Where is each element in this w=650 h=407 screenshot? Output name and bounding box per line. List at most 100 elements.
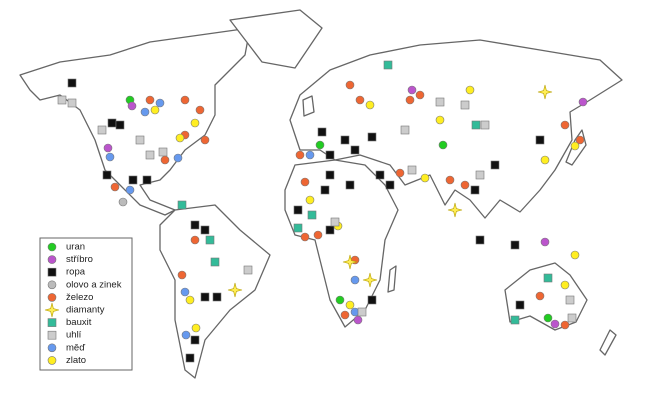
marker [567, 313, 577, 323]
legend-symbol [47, 343, 57, 353]
marker [150, 105, 160, 115]
marker [570, 250, 580, 260]
marker [97, 125, 107, 135]
marker [107, 118, 117, 128]
marker [181, 330, 191, 340]
legend-label: uran [66, 242, 85, 253]
marker [67, 78, 77, 88]
marker [345, 80, 355, 90]
marker [173, 153, 183, 163]
marker [185, 295, 195, 305]
marker [200, 135, 210, 145]
marker [540, 237, 550, 247]
marker [470, 185, 480, 195]
marker [145, 150, 155, 160]
marker [305, 195, 315, 205]
marker [407, 165, 417, 175]
marker [190, 118, 200, 128]
marker [155, 98, 165, 108]
marker [367, 132, 377, 142]
legend-label: zlato [66, 355, 86, 366]
legend-label: ropa [66, 267, 86, 278]
marker [190, 235, 200, 245]
marker [435, 97, 445, 107]
marker [550, 319, 560, 329]
new-zealand [599, 329, 617, 356]
marker [293, 223, 303, 233]
marker [415, 90, 425, 100]
marker [110, 182, 120, 192]
marker [438, 140, 448, 150]
marker [560, 320, 570, 330]
south-america [159, 204, 271, 379]
marker [295, 150, 305, 160]
marker [115, 120, 125, 130]
marker [342, 254, 358, 270]
marker [300, 232, 310, 242]
marker [125, 185, 135, 195]
marker [212, 292, 222, 302]
marker [353, 315, 363, 325]
marker [175, 133, 185, 143]
legend-symbol [47, 242, 57, 252]
marker [340, 310, 350, 320]
marker [140, 107, 150, 117]
marker [350, 275, 360, 285]
legend-label: uhlí [66, 330, 82, 341]
greenland [229, 9, 323, 69]
marker [330, 217, 340, 227]
marker [313, 230, 323, 240]
marker [102, 170, 112, 180]
marker [400, 125, 410, 135]
marker [357, 307, 367, 317]
marker [190, 220, 200, 230]
marker [355, 95, 365, 105]
marker [191, 323, 201, 333]
marker [515, 300, 525, 310]
marker [105, 152, 115, 162]
marker [227, 282, 243, 298]
marker [475, 235, 485, 245]
marker [142, 175, 152, 185]
north-america [19, 27, 251, 216]
marker [200, 225, 210, 235]
legend-label: stříbro [66, 254, 93, 265]
marker [128, 175, 138, 185]
marker [180, 95, 190, 105]
marker [395, 168, 405, 178]
legend-symbol [47, 267, 57, 277]
marker [565, 295, 575, 305]
marker [435, 115, 445, 125]
marker [535, 291, 545, 301]
marker [490, 160, 500, 170]
eurasia [289, 39, 623, 219]
marker [445, 175, 455, 185]
marker [345, 180, 355, 190]
marker [383, 60, 393, 70]
legend-label: diamanty [66, 305, 105, 316]
marker [537, 84, 553, 100]
marker [317, 127, 327, 137]
marker [365, 100, 375, 110]
legend-symbol [47, 330, 57, 340]
marker [205, 235, 215, 245]
marker [158, 147, 168, 157]
british-isles [302, 95, 315, 117]
marker [325, 170, 335, 180]
marker [127, 101, 137, 111]
marker [103, 143, 113, 153]
marker [465, 85, 475, 95]
marker [447, 202, 463, 218]
legend-symbol [47, 293, 57, 302]
marker [367, 295, 377, 305]
marker [460, 100, 470, 110]
marker [543, 313, 553, 323]
marker [362, 272, 378, 288]
marker [350, 145, 360, 155]
australia [504, 262, 588, 331]
marker [177, 200, 187, 210]
marker [210, 257, 220, 267]
marker [375, 170, 385, 180]
legend-label: olovo a zinek [66, 279, 122, 290]
